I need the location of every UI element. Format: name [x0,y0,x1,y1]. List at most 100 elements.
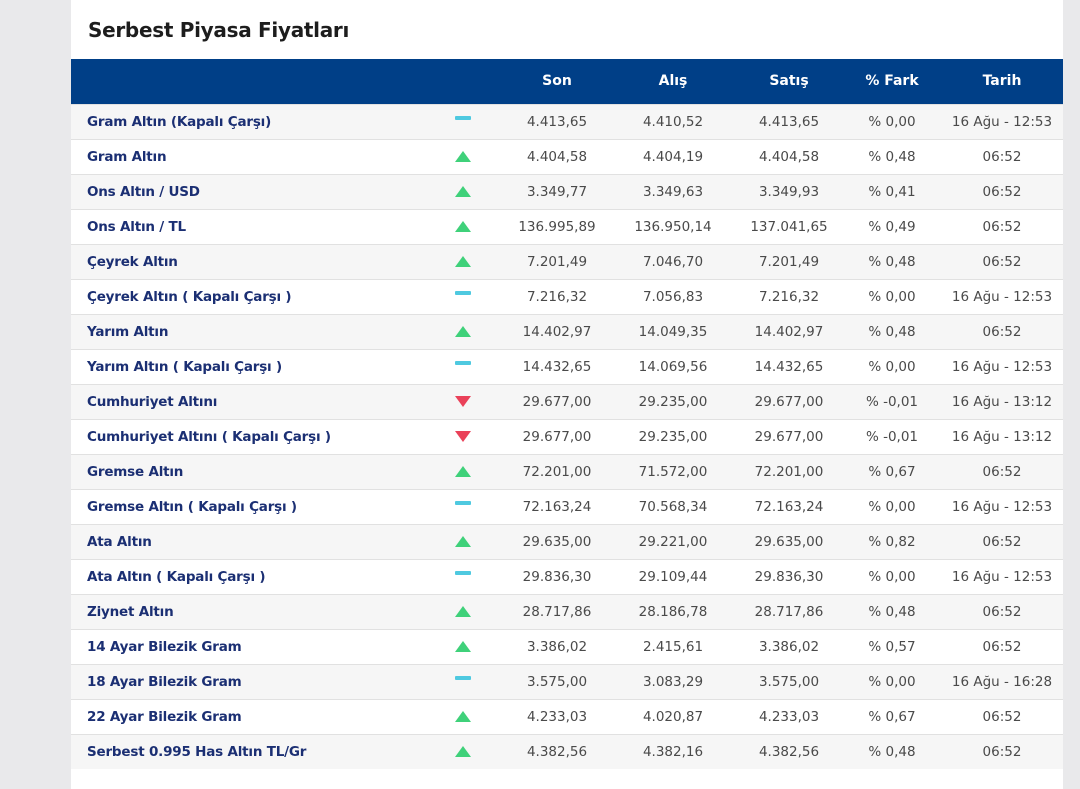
instrument-cell: Ziynet Altın [71,594,423,629]
instrument-cell: Cumhuriyet Altını [71,384,423,419]
price-alis: 29.109,44 [638,568,708,585]
price-satis: 3.386,02 [758,638,820,655]
price-son: 28.717,86 [522,603,592,620]
price-son: 3.575,00 [526,673,588,690]
table-row: Çeyrek Altın ( Kapalı Çarşı ) 7.216,32 7.0… [71,279,1063,314]
timestamp: 06:52 [982,708,1022,725]
instrument-link[interactable]: Gram Altın (Kapalı Çarşı) [87,113,272,130]
timestamp: 16 Ağu - 12:53 [951,498,1053,515]
instrument-link[interactable]: Ons Altın / USD [87,183,200,200]
price-son: 3.386,02 [526,638,588,655]
price-son: 4.233,03 [526,708,588,725]
price-satis: 72.163,24 [754,498,824,515]
timestamp: 06:52 [982,183,1022,200]
timestamp: 06:52 [982,253,1022,270]
instrument-link[interactable]: Gremse Altın [87,463,184,480]
instrument-link[interactable]: 18 Ayar Bilezik Gram [87,673,242,690]
instrument-link[interactable]: Çeyrek Altın ( Kapalı Çarşı ) [87,288,292,305]
table-row: Ons Altın / TL 136.995,89 136.950,14 137.04… [71,209,1063,244]
instrument-cell: 22 Ayar Bilezik Gram [71,699,423,734]
col-header-satis[interactable]: Satış [769,73,809,90]
price-alis: 2.415,61 [642,638,704,655]
instrument-cell: Çeyrek Altın [71,244,423,279]
col-header-son[interactable]: Son [542,73,572,90]
price-alis: 4.410,52 [642,113,704,130]
price-alis: 29.235,00 [638,428,708,445]
timestamp: 16 Ağu - 12:53 [951,288,1053,305]
col-header-name [71,59,423,104]
direction-cell [423,454,503,489]
instrument-link[interactable]: Cumhuriyet Altını [87,393,218,410]
table-row: Gremse Altın ( Kapalı Çarşı ) 72.163,24 70… [71,489,1063,524]
change-percent: % 0,67 [868,463,916,480]
price-alis: 28.186,78 [638,603,708,620]
instrument-link[interactable]: Ons Altın / TL [87,218,186,235]
change-percent: % 0,48 [868,253,916,270]
col-header-direction [423,59,503,104]
price-alis: 7.046,70 [642,253,704,270]
arrow-up-icon [455,326,471,337]
instrument-link[interactable]: Ata Altın [87,533,152,550]
instrument-cell: Gremse Altın ( Kapalı Çarşı ) [71,489,423,524]
instrument-cell: Yarım Altın [71,314,423,349]
arrow-up-icon [455,466,471,477]
instrument-link[interactable]: Ziynet Altın [87,603,174,620]
instrument-cell: Gremse Altın [71,454,423,489]
timestamp: 16 Ağu - 12:53 [951,358,1053,375]
instrument-link[interactable]: Çeyrek Altın [87,253,178,270]
instrument-link[interactable]: Serbest 0.995 Has Altın TL/Gr [87,743,307,760]
price-son: 4.382,56 [526,743,588,760]
instrument-link[interactable]: Yarım Altın ( Kapalı Çarşı ) [87,358,282,375]
table-row: Gram Altın 4.404,58 4.404,19 4.404,58 % 0,48… [71,139,1063,174]
col-header-tarih[interactable]: Tarih [982,73,1022,90]
price-son: 7.216,32 [526,288,588,305]
table-row: 14 Ayar Bilezik Gram 3.386,02 2.415,61 3.38… [71,629,1063,664]
instrument-cell: Gram Altın (Kapalı Çarşı) [71,104,423,139]
change-percent: % 0,00 [868,498,916,515]
no-change-icon [455,290,471,295]
timestamp: 16 Ağu - 12:53 [951,113,1053,130]
change-percent: % 0,00 [868,288,916,305]
arrow-down-icon [455,396,471,407]
change-percent: % 0,48 [868,323,916,340]
change-percent: % 0,00 [868,113,916,130]
instrument-link[interactable]: Gremse Altın ( Kapalı Çarşı ) [87,498,297,515]
direction-cell [423,314,503,349]
instrument-link[interactable]: Cumhuriyet Altını ( Kapalı Çarşı ) [87,428,331,445]
arrow-up-icon [455,641,471,652]
timestamp: 16 Ağu - 13:12 [951,428,1053,445]
change-percent: % -0,01 [865,428,919,445]
direction-cell [423,629,503,664]
price-satis: 4.404,58 [758,148,820,165]
col-header-alis[interactable]: Alış [658,73,688,90]
timestamp: 06:52 [982,743,1022,760]
table-row: 22 Ayar Bilezik Gram 4.233,03 4.020,87 4.23… [71,699,1063,734]
no-change-icon [455,570,471,575]
change-percent: % 0,67 [868,708,916,725]
direction-cell [423,489,503,524]
direction-cell [423,209,503,244]
price-son: 29.677,00 [522,428,592,445]
price-alis: 4.020,87 [642,708,704,725]
table-row: Ata Altın ( Kapalı Çarşı ) 29.836,30 29.10… [71,559,1063,594]
page-title: Serbest Piyasa Fiyatları [88,18,350,42]
instrument-link[interactable]: Yarım Altın [87,323,169,340]
price-son: 4.404,58 [526,148,588,165]
price-satis: 7.216,32 [758,288,820,305]
direction-cell [423,139,503,174]
price-son: 29.836,30 [522,568,592,585]
price-alis: 29.221,00 [638,533,708,550]
direction-cell [423,594,503,629]
price-son: 29.677,00 [522,393,592,410]
table-row: Ons Altın / USD 3.349,77 3.349,63 3.349,93%… [71,174,1063,209]
no-change-icon [455,675,471,680]
instrument-link[interactable]: 22 Ayar Bilezik Gram [87,708,242,725]
direction-cell [423,559,503,594]
change-percent: % 0,48 [868,603,916,620]
col-header-fark[interactable]: % Fark [865,73,919,90]
price-alis: 14.049,35 [638,323,708,340]
instrument-link[interactable]: 14 Ayar Bilezik Gram [87,638,242,655]
instrument-link[interactable]: Gram Altın [87,148,167,165]
price-son: 14.432,65 [522,358,592,375]
instrument-link[interactable]: Ata Altın ( Kapalı Çarşı ) [87,568,266,585]
